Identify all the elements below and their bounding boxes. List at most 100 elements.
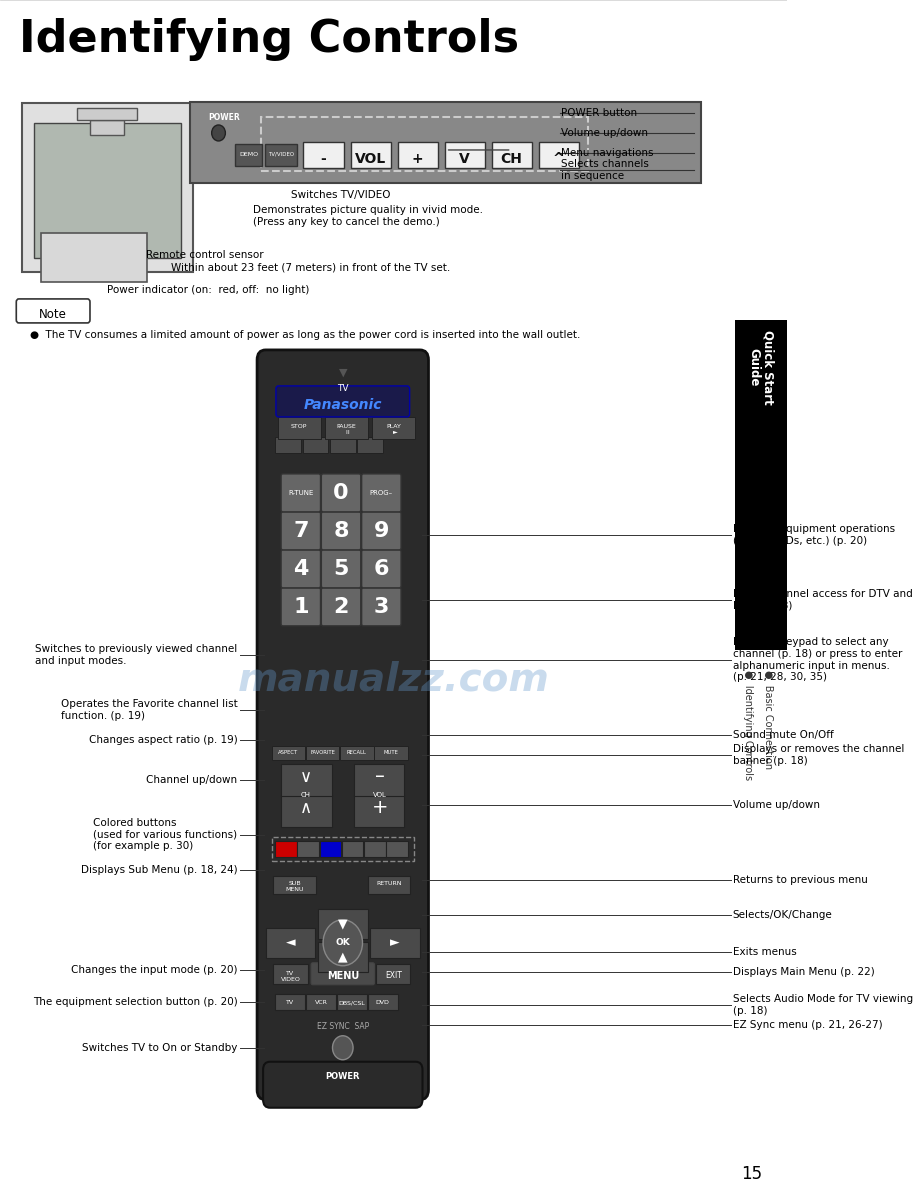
FancyBboxPatch shape xyxy=(362,550,401,588)
Text: ►: ► xyxy=(390,936,400,949)
Text: POWER button: POWER button xyxy=(561,108,637,118)
Text: EXIT: EXIT xyxy=(385,971,402,980)
FancyBboxPatch shape xyxy=(318,942,367,972)
Text: +: + xyxy=(411,152,423,166)
FancyBboxPatch shape xyxy=(297,841,319,857)
FancyBboxPatch shape xyxy=(370,928,420,958)
Text: 3: 3 xyxy=(374,596,389,617)
FancyBboxPatch shape xyxy=(277,417,320,438)
Circle shape xyxy=(212,125,226,141)
Text: DEMO: DEMO xyxy=(239,152,258,157)
FancyBboxPatch shape xyxy=(386,841,408,857)
Text: Switches TV/VIDEO: Switches TV/VIDEO xyxy=(291,190,391,200)
Text: TV: TV xyxy=(286,1000,294,1005)
FancyBboxPatch shape xyxy=(272,746,305,760)
Text: ▼: ▼ xyxy=(338,917,348,930)
Text: 8: 8 xyxy=(333,520,349,541)
FancyBboxPatch shape xyxy=(354,764,405,796)
FancyBboxPatch shape xyxy=(306,746,340,760)
FancyBboxPatch shape xyxy=(41,233,148,282)
Text: –: – xyxy=(375,767,385,786)
FancyBboxPatch shape xyxy=(397,141,438,168)
Text: CH: CH xyxy=(500,152,522,166)
Circle shape xyxy=(332,1036,353,1060)
FancyBboxPatch shape xyxy=(321,474,361,512)
Text: manualzz.com: manualzz.com xyxy=(239,661,550,699)
FancyBboxPatch shape xyxy=(17,299,90,323)
FancyBboxPatch shape xyxy=(190,102,701,183)
Text: 5: 5 xyxy=(333,558,349,579)
Text: Switches TV to On or Standby: Switches TV to On or Standby xyxy=(82,1043,238,1053)
FancyBboxPatch shape xyxy=(341,746,374,760)
Text: TV
VIDEO: TV VIDEO xyxy=(281,971,300,981)
FancyBboxPatch shape xyxy=(281,588,320,626)
Text: Volume up/down: Volume up/down xyxy=(561,128,648,138)
FancyBboxPatch shape xyxy=(492,141,532,168)
FancyBboxPatch shape xyxy=(341,841,364,857)
Text: V: V xyxy=(459,152,470,166)
FancyBboxPatch shape xyxy=(306,993,336,1010)
Text: Panasonic: Panasonic xyxy=(304,398,382,412)
Text: OK: OK xyxy=(335,939,350,947)
Text: ∧: ∧ xyxy=(300,798,312,817)
Text: PAUSE
  II: PAUSE II xyxy=(336,424,356,435)
Text: STOP: STOP xyxy=(291,424,308,429)
FancyBboxPatch shape xyxy=(264,144,297,166)
Text: PROG–: PROG– xyxy=(370,489,393,495)
Text: External equipment operations
(VCRs, DVDs, etc.) (p. 20): External equipment operations (VCRs, DVD… xyxy=(733,524,895,545)
Text: FAVORITE: FAVORITE xyxy=(310,750,335,754)
Text: ▲: ▲ xyxy=(338,950,348,963)
Text: R-TUNE: R-TUNE xyxy=(288,489,313,495)
Text: Within about 23 feet (7 meters) in front of the TV set.: Within about 23 feet (7 meters) in front… xyxy=(172,263,451,273)
FancyBboxPatch shape xyxy=(275,841,297,857)
FancyBboxPatch shape xyxy=(321,512,361,550)
Text: DBS/CSL: DBS/CSL xyxy=(339,1000,365,1005)
Text: 9: 9 xyxy=(374,520,389,541)
Text: Displays Main Menu (p. 22): Displays Main Menu (p. 22) xyxy=(733,967,875,977)
Bar xyxy=(34,124,181,258)
Text: 0: 0 xyxy=(333,482,349,503)
Text: -: - xyxy=(320,152,326,166)
Text: Direct channel access for DTV and
DBS (p. 18): Direct channel access for DTV and DBS (p… xyxy=(733,589,912,611)
Text: POWER: POWER xyxy=(326,1072,360,1081)
Text: Colored buttons
(used for various functions)
(for example p. 30): Colored buttons (used for various functi… xyxy=(94,819,238,852)
Text: Demonstrates picture quality in vivid mode.
(Press any key to cancel the demo.): Demonstrates picture quality in vivid mo… xyxy=(252,206,483,227)
FancyBboxPatch shape xyxy=(367,876,410,893)
Text: Sound mute On/Off: Sound mute On/Off xyxy=(733,729,834,740)
Text: 1: 1 xyxy=(293,596,308,617)
FancyBboxPatch shape xyxy=(362,474,401,512)
Text: MENU: MENU xyxy=(327,971,359,981)
FancyBboxPatch shape xyxy=(362,512,401,550)
FancyBboxPatch shape xyxy=(274,963,308,984)
Text: Changes aspect ratio (p. 19): Changes aspect ratio (p. 19) xyxy=(89,735,238,745)
Text: Numeric keypad to select any
channel (p. 18) or press to enter
alphanumeric inpu: Numeric keypad to select any channel (p.… xyxy=(733,638,902,682)
FancyBboxPatch shape xyxy=(375,746,408,760)
Text: VCR: VCR xyxy=(315,1000,328,1005)
Bar xyxy=(90,120,124,135)
FancyBboxPatch shape xyxy=(303,437,329,453)
FancyBboxPatch shape xyxy=(275,993,305,1010)
FancyBboxPatch shape xyxy=(330,437,355,453)
FancyBboxPatch shape xyxy=(281,550,320,588)
Text: Displays or removes the channel
banner (p. 18): Displays or removes the channel banner (… xyxy=(733,744,904,765)
Text: Exits menus: Exits menus xyxy=(733,947,797,956)
Text: Volume up/down: Volume up/down xyxy=(733,800,820,810)
Text: 2: 2 xyxy=(333,596,349,617)
Text: DVD: DVD xyxy=(375,1000,389,1005)
FancyBboxPatch shape xyxy=(357,437,383,453)
FancyBboxPatch shape xyxy=(274,876,316,893)
FancyBboxPatch shape xyxy=(321,588,361,626)
Text: VOL: VOL xyxy=(354,152,386,166)
Circle shape xyxy=(323,920,363,966)
Text: MUTE: MUTE xyxy=(384,750,398,754)
Text: TV: TV xyxy=(337,384,349,393)
Text: 4: 4 xyxy=(293,558,308,579)
Text: Remote control sensor: Remote control sensor xyxy=(146,249,263,260)
Text: +: + xyxy=(372,798,388,817)
Bar xyxy=(77,108,137,120)
Text: Selects/OK/Change: Selects/OK/Change xyxy=(733,910,833,920)
Text: Selects Audio Mode for TV viewing
(p. 18): Selects Audio Mode for TV viewing (p. 18… xyxy=(733,994,912,1016)
Text: RETURN: RETURN xyxy=(376,880,402,886)
FancyBboxPatch shape xyxy=(367,993,397,1010)
FancyBboxPatch shape xyxy=(318,909,367,939)
